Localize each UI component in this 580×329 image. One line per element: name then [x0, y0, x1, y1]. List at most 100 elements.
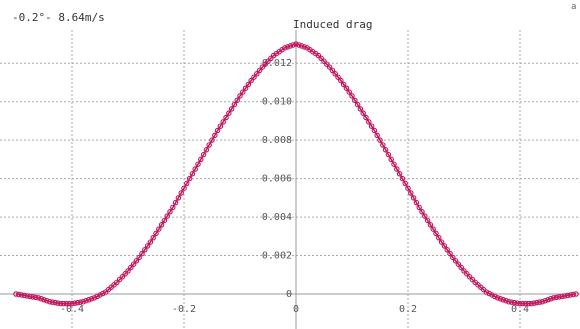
data-point [58, 300, 64, 307]
data-point [321, 58, 327, 65]
data-point [528, 300, 534, 307]
data-point [419, 209, 425, 215]
data-point [525, 300, 532, 307]
data-point [256, 67, 263, 74]
data-point [116, 276, 123, 283]
x-tick-label: -0.4 [60, 304, 84, 315]
data-point [374, 132, 380, 139]
data-point [251, 74, 257, 80]
data-point [186, 175, 193, 182]
data-point [424, 217, 431, 224]
data-point [198, 156, 204, 163]
x-tick-label: -0.2 [172, 304, 196, 315]
data-point [556, 294, 562, 300]
data-point [368, 123, 375, 129]
data-point [262, 61, 268, 67]
data-points [13, 41, 579, 307]
data-point [86, 297, 92, 303]
data-point [189, 171, 196, 177]
data-point [167, 209, 173, 215]
data-point [13, 291, 19, 297]
data-point [32, 294, 39, 301]
data-point [349, 93, 355, 99]
data-point [164, 213, 170, 219]
data-point [382, 147, 389, 153]
data-point [408, 190, 414, 196]
data-point [63, 300, 70, 307]
data-point [391, 161, 397, 167]
data-point [55, 300, 61, 306]
data-point [234, 97, 240, 103]
data-point [161, 217, 168, 224]
data-point [245, 81, 252, 88]
data-point [357, 106, 364, 112]
data-point [433, 230, 439, 237]
data-point [212, 132, 218, 139]
data-point [46, 298, 53, 305]
data-point [35, 295, 42, 301]
data-point [388, 156, 394, 163]
data-point [153, 230, 159, 237]
y-tick-label: 0.010 [262, 97, 292, 108]
data-point [66, 300, 72, 307]
data-point [531, 300, 537, 306]
y-tick-label: 0.004 [262, 212, 292, 223]
data-point [332, 71, 338, 77]
data-point [130, 261, 137, 267]
data-point [402, 180, 408, 187]
data-point [91, 295, 98, 301]
data-point [430, 226, 436, 232]
data-point [226, 110, 232, 116]
y-tick-label: 0.006 [262, 174, 292, 185]
data-point [522, 300, 529, 307]
data-point [466, 273, 473, 280]
data-point [142, 247, 148, 253]
data-point [542, 297, 548, 304]
data-point [119, 273, 126, 280]
data-point [175, 195, 182, 201]
data-point [203, 147, 210, 153]
data-point [72, 300, 78, 306]
data-point [41, 297, 47, 303]
data-point [80, 298, 86, 305]
data-point [268, 55, 274, 62]
data-point [114, 279, 120, 286]
data-point [486, 290, 492, 297]
data-point [27, 293, 33, 300]
data-point [335, 74, 341, 80]
data-point [570, 291, 576, 298]
data-point [97, 292, 103, 298]
data-point [438, 239, 445, 245]
data-point [136, 254, 142, 261]
data-point [209, 137, 215, 143]
data-point [399, 175, 406, 182]
data-point [206, 142, 212, 148]
data-point [553, 294, 560, 301]
data-point [413, 199, 420, 206]
data-point [352, 97, 358, 103]
data-point [77, 299, 84, 305]
condition-label: -0.2°- 8.64m/s [12, 11, 105, 24]
data-point [447, 250, 453, 257]
data-point [548, 296, 554, 302]
data-point [228, 106, 235, 112]
data-point [343, 85, 350, 91]
data-point [380, 142, 386, 148]
data-point [284, 44, 291, 50]
y-tick-labels: 0 0.002 0.004 0.006 0.008 0.010 0.012 [262, 58, 292, 300]
data-point [83, 297, 89, 304]
data-point [422, 213, 428, 219]
data-point [170, 204, 176, 211]
data-point [483, 289, 490, 295]
data-point [441, 243, 448, 249]
data-point [427, 222, 434, 228]
data-point [539, 298, 546, 305]
data-point [293, 41, 299, 47]
data-point [562, 293, 568, 299]
chart-title: Induced drag [293, 18, 372, 31]
data-point [318, 55, 324, 62]
data-point [360, 110, 366, 116]
data-point [464, 271, 470, 277]
data-point [128, 264, 134, 271]
data-point [220, 119, 226, 125]
